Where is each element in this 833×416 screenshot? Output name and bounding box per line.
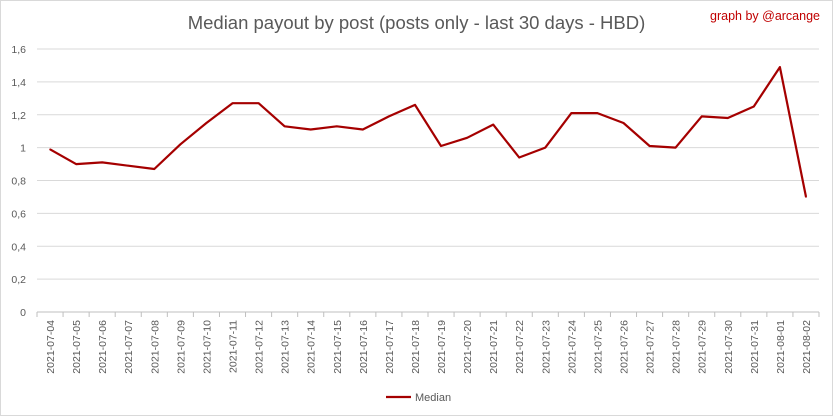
x-tick-label: 2021-07-28	[671, 320, 683, 374]
x-tick-label: 2021-07-19	[436, 320, 448, 374]
y-tick-label: 0,4	[11, 241, 26, 253]
x-tick-label: 2021-07-05	[71, 320, 83, 374]
data-point	[518, 156, 521, 159]
data-point	[492, 123, 494, 126]
y-tick-label: 0,2	[11, 274, 26, 286]
data-point	[544, 146, 547, 149]
x-tick-label: 2021-07-16	[358, 320, 370, 374]
x-tick-label: 2021-07-24	[566, 320, 578, 374]
data-point	[257, 102, 260, 105]
data-point	[388, 115, 390, 118]
x-tick-label: 2021-07-06	[97, 320, 109, 374]
data-point	[231, 102, 234, 105]
y-tick-label: 1	[20, 143, 26, 155]
data-point	[49, 148, 51, 151]
data-point	[283, 125, 286, 128]
y-tick-label: 1,6	[11, 44, 26, 56]
chart-title: Median payout by post (posts only - last…	[187, 12, 646, 33]
x-tick-label: 2021-07-30	[723, 320, 735, 374]
data-point	[205, 122, 208, 124]
x-tick-label: 2021-07-12	[254, 320, 266, 374]
x-tick-label: 2021-07-31	[749, 320, 761, 374]
data-point	[153, 168, 156, 170]
x-tick-label: 2021-07-22	[514, 320, 526, 374]
x-tick-label: 2021-07-11	[228, 320, 240, 373]
data-point	[726, 117, 729, 119]
data-point	[362, 128, 364, 131]
x-tick-label: 2021-07-29	[697, 320, 709, 374]
x-tick-label: 2021-07-13	[280, 320, 292, 374]
x-tick-label: 2021-07-27	[645, 320, 657, 374]
data-point	[75, 163, 77, 165]
data-point	[622, 122, 625, 124]
y-tick-label: 0,8	[11, 176, 26, 188]
x-tick-label: 2021-07-25	[592, 320, 604, 374]
x-tick-label: 2021-08-02	[801, 320, 813, 374]
chart-credit: graph by @arcange	[710, 9, 820, 23]
data-point	[674, 146, 677, 149]
data-point	[700, 115, 703, 118]
y-tick-label: 1,2	[11, 110, 26, 122]
data-point	[753, 105, 755, 108]
data-point	[570, 112, 573, 114]
y-tick-label: 0	[20, 307, 26, 319]
data-point	[440, 145, 442, 147]
data-point	[414, 104, 416, 106]
data-point	[127, 164, 130, 167]
data-point	[466, 136, 468, 139]
x-tick-label: 2021-07-26	[619, 320, 631, 374]
y-tick-label: 0,6	[11, 208, 26, 220]
x-tick-label: 2021-07-07	[123, 320, 135, 374]
x-tick-label: 2021-07-15	[332, 320, 344, 374]
series-line-median	[49, 65, 808, 198]
data-point	[596, 112, 599, 114]
data-point	[779, 66, 781, 68]
x-tick-label: 2021-07-18	[410, 320, 422, 374]
y-tick-label: 1,4	[11, 77, 26, 89]
x-tick-label: 2021-07-08	[149, 320, 161, 374]
x-tick-label: 2021-07-23	[540, 320, 552, 374]
data-point	[309, 128, 312, 131]
data-point	[335, 125, 338, 128]
data-point	[179, 143, 182, 146]
x-tick-label: 2021-07-21	[488, 320, 500, 374]
x-tick-label: 2021-07-09	[175, 320, 187, 374]
data-point	[101, 161, 103, 164]
data-point	[648, 145, 651, 147]
x-tick-label: 2021-08-01	[775, 320, 787, 374]
x-tick-label: 2021-07-10	[201, 320, 213, 374]
x-tick-label: 2021-07-04	[45, 320, 57, 374]
x-tick-label: 2021-07-17	[384, 320, 396, 374]
x-tick-label: 2021-07-14	[306, 320, 318, 374]
x-tick-label: 2021-07-20	[462, 320, 474, 374]
legend-label: Median	[415, 392, 451, 404]
data-point	[805, 196, 807, 198]
